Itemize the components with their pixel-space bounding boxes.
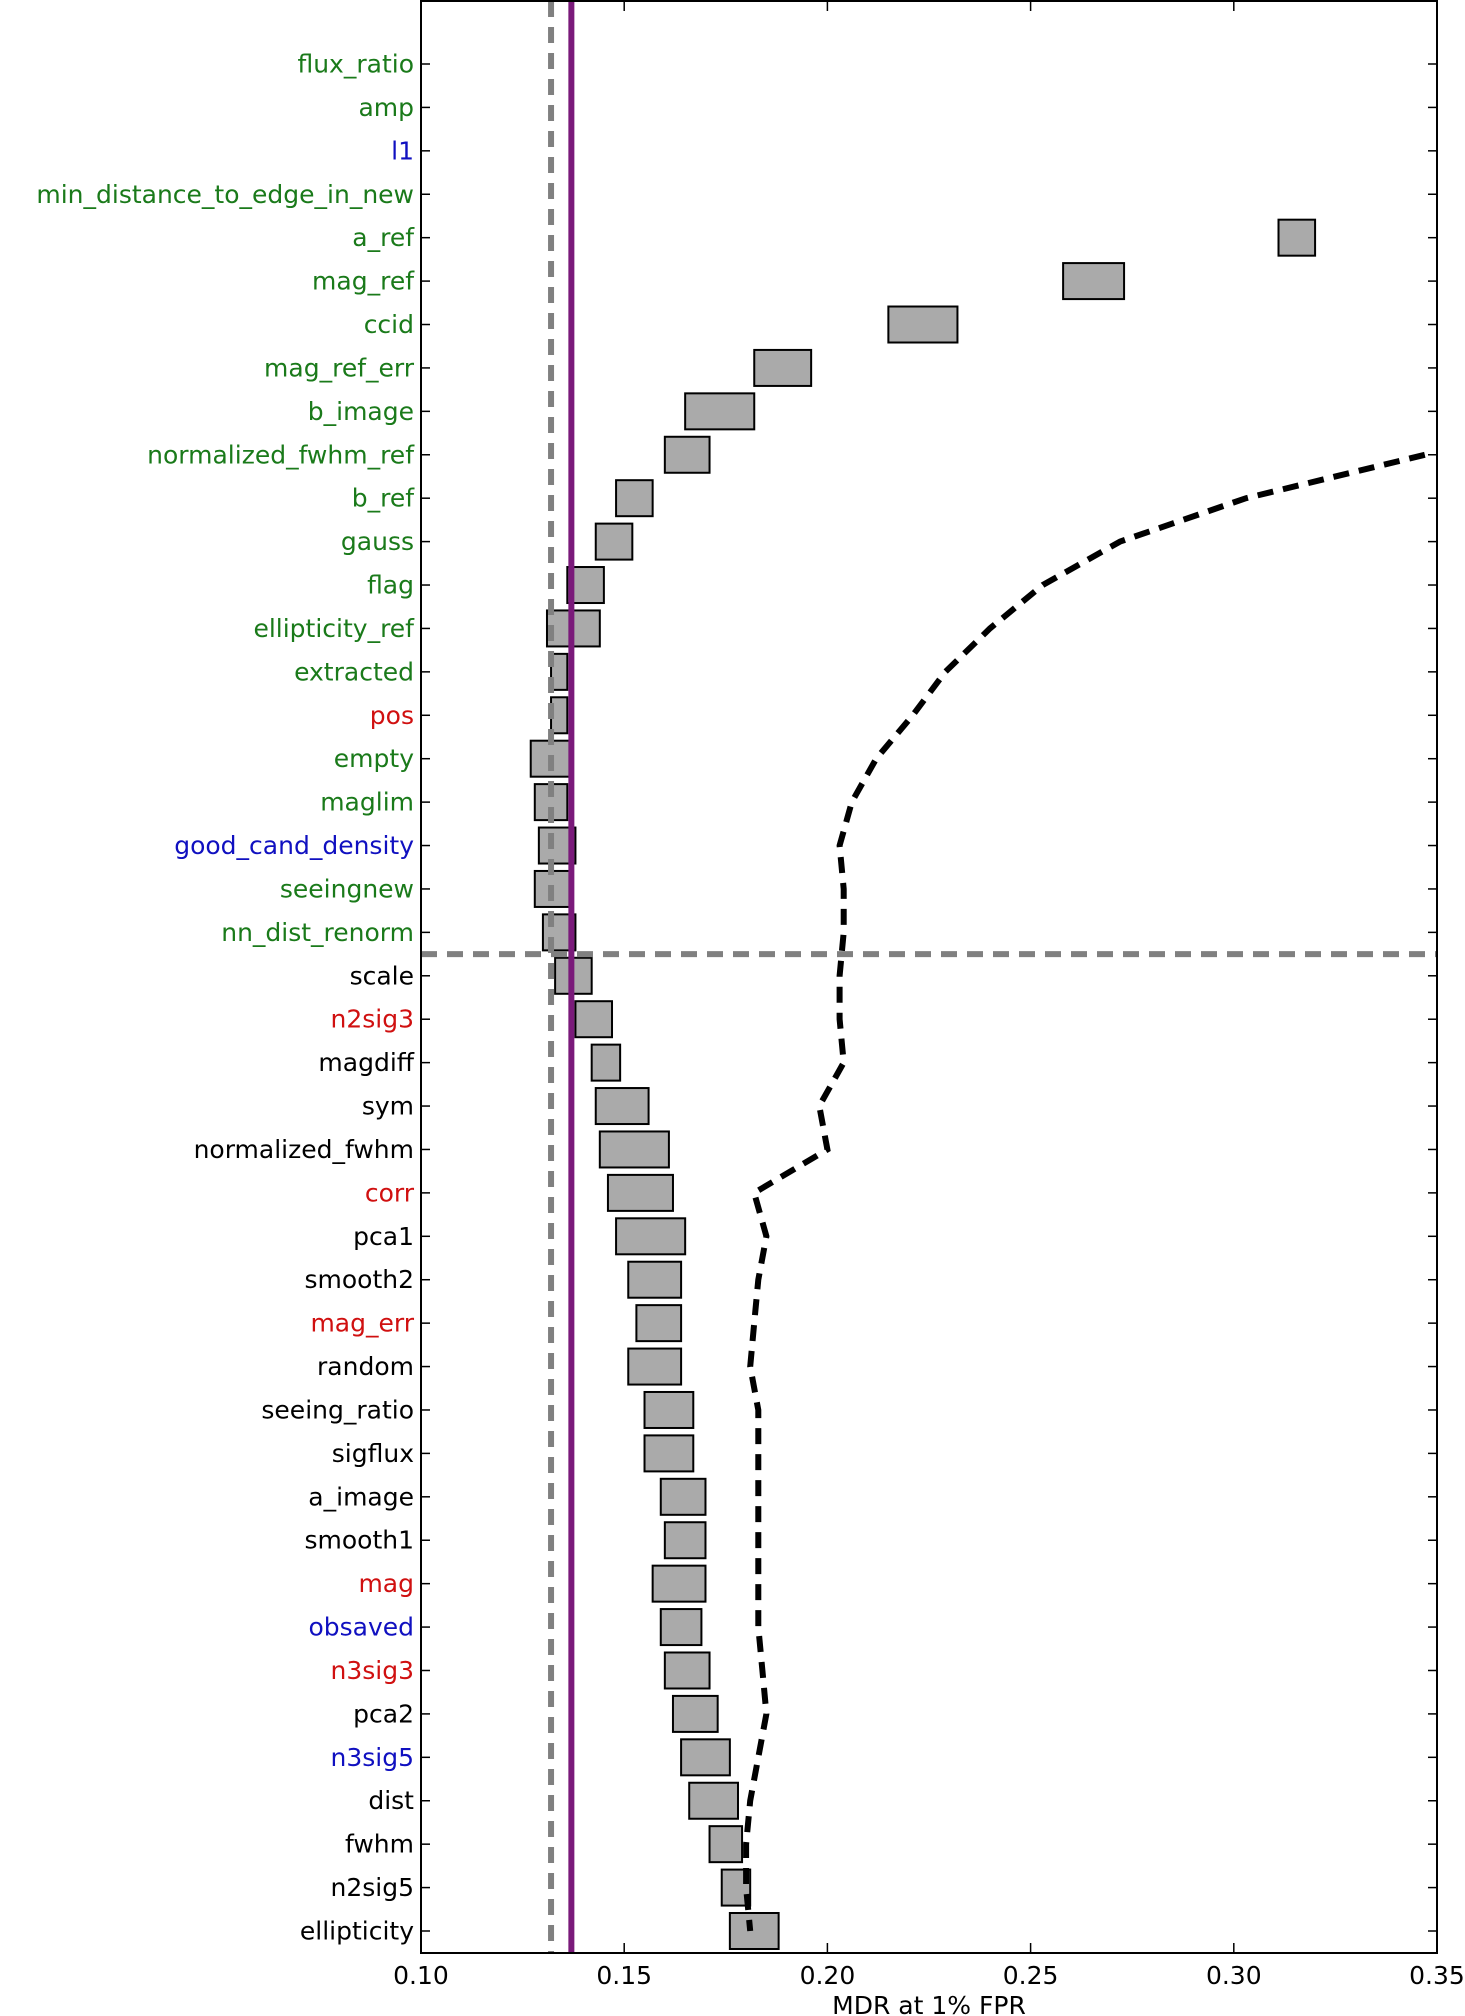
feature-label-ellipticity-ref: ellipticity_ref	[253, 614, 415, 643]
feature-label-smooth2: smooth2	[304, 1265, 414, 1294]
feature-box-extracted	[550, 652, 569, 691]
x-tick-label: 0.15	[596, 1961, 652, 1990]
feature-label-seeing-ratio: seeing_ratio	[261, 1395, 414, 1424]
feature-label-amp: amp	[358, 93, 414, 122]
feature-label-pca2: pca2	[353, 1699, 414, 1728]
feature-box-b-image	[684, 392, 756, 431]
feature-label-a-image: a_image	[308, 1482, 414, 1511]
feature-label-extracted: extracted	[294, 657, 414, 686]
feature-label-a-ref: a_ref	[352, 223, 415, 252]
mdr-dashed-curve	[743, 451, 1426, 1932]
x-tick-label: 0.25	[1003, 1961, 1059, 1990]
feature-label-corr: corr	[365, 1178, 415, 1207]
feature-label-ccid: ccid	[364, 310, 414, 339]
feature-box-pca1	[615, 1217, 687, 1256]
feature-box-obsaved	[659, 1608, 703, 1647]
feature-label-fwhm: fwhm	[345, 1830, 414, 1859]
x-tick-group: 0.10 0.15 0.20 0.25 0.30 0.35	[393, 1, 1465, 1990]
feature-box-n2sig3	[574, 1000, 614, 1039]
feature-label-min-distance-to-edge-in-new: min_distance_to_edge_in_new	[36, 180, 414, 209]
feature-label-obsaved: obsaved	[308, 1613, 414, 1642]
feature-label-n3sig3: n3sig3	[331, 1656, 415, 1685]
feature-box-random	[627, 1347, 683, 1386]
feature-label-pos: pos	[370, 701, 414, 730]
feature-box-pca2	[671, 1694, 719, 1733]
feature-label-gauss: gauss	[341, 527, 414, 556]
feature-box-normalized-fwhm-ref	[663, 435, 711, 474]
feature-box-sigflux	[643, 1434, 695, 1473]
feature-box-smooth2	[627, 1260, 683, 1299]
feature-box-smooth1	[663, 1521, 707, 1560]
feature-box-gauss	[594, 522, 634, 561]
feature-label-l1: l1	[391, 136, 414, 165]
feature-label-mag-ref: mag_ref	[312, 267, 415, 296]
dashed-curve-group	[743, 451, 1426, 1932]
feature-label-mag: mag	[358, 1569, 414, 1598]
feature-box-a-image	[659, 1477, 707, 1516]
feature-label-n3sig5: n3sig5	[331, 1743, 415, 1772]
feature-label-b-ref: b_ref	[352, 484, 415, 513]
feature-box-ellipticity	[728, 1912, 780, 1950]
feature-box-normalized-fwhm	[598, 1130, 670, 1169]
feature-box-mag-ref-err	[753, 348, 813, 387]
feature-label-normalized-fwhm: normalized_fwhm	[194, 1135, 414, 1164]
feature-box-mag-err	[635, 1304, 683, 1343]
feature-label-pca1: pca1	[353, 1222, 414, 1251]
x-axis-title: MDR at 1% FPR	[832, 1991, 1026, 2016]
feature-label-sym: sym	[362, 1092, 414, 1121]
feature-label-sigflux: sigflux	[332, 1439, 414, 1468]
feature-label-magdiff: magdiff	[318, 1048, 414, 1077]
feature-box-b-ref	[615, 479, 654, 518]
feature-box-group	[529, 218, 1317, 1950]
reference-line-group	[421, 1, 1437, 1953]
feature-label-seeingnew: seeingnew	[280, 874, 414, 903]
feature-label-b-image: b_image	[308, 397, 414, 426]
x-tick-label: 0.30	[1206, 1961, 1262, 1990]
feature-label-flag: flag	[367, 571, 414, 600]
feature-box-magdiff	[590, 1043, 622, 1082]
feature-label-flux-ratio: flux_ratio	[297, 50, 414, 79]
feature-box-sym	[594, 1087, 650, 1126]
feature-label-random: random	[317, 1352, 414, 1381]
feature-label-normalized-fwhm-ref: normalized_fwhm_ref	[147, 440, 415, 469]
feature-label-scale: scale	[350, 961, 414, 990]
feature-box-dist	[688, 1781, 739, 1820]
feature-box-a-ref	[1277, 218, 1317, 257]
feature-box-fwhm	[708, 1825, 744, 1864]
feature-label-nn-dist-renorm: nn_dist_renorm	[221, 918, 414, 947]
y-tick-group	[421, 63, 1437, 1932]
feature-box-corr	[606, 1173, 674, 1212]
feature-label-dist: dist	[368, 1786, 414, 1815]
plot-frame	[420, 0, 1438, 1954]
x-tick-label: 0.35	[1409, 1961, 1465, 1990]
feature-box-mag-ref	[1062, 262, 1126, 301]
feature-label-ellipticity: ellipticity	[300, 1917, 414, 1946]
feature-label-maglim: maglim	[320, 788, 414, 817]
feature-box-n3sig5	[680, 1738, 731, 1777]
feature-label-mag-err: mag_err	[310, 1309, 414, 1338]
feature-box-ccid	[887, 305, 959, 344]
feature-label-n2sig3: n2sig3	[331, 1005, 415, 1034]
feature-label-empty: empty	[334, 744, 414, 773]
feature-box-seeing-ratio	[643, 1390, 695, 1429]
x-tick-label: 0.10	[393, 1961, 449, 1990]
feature-label-mag-ref-err: mag_ref_err	[264, 353, 415, 382]
feature-label-smooth1: smooth1	[304, 1526, 414, 1555]
feature-box-mag	[651, 1564, 707, 1603]
feature-box-n3sig3	[663, 1651, 711, 1690]
feature-label-n2sig5: n2sig5	[331, 1873, 415, 1902]
x-tick-label: 0.20	[800, 1961, 856, 1990]
feature-label-good-cand-density: good_cand_density	[174, 831, 414, 860]
